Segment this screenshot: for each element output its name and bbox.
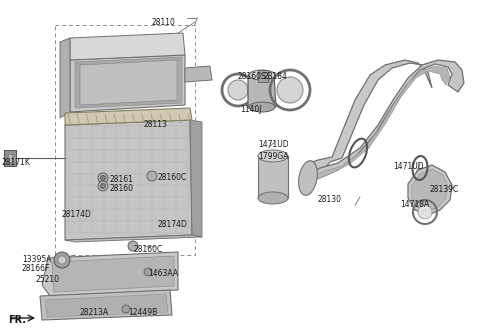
Polygon shape — [65, 120, 192, 240]
Polygon shape — [258, 156, 288, 198]
Text: 28184: 28184 — [264, 72, 288, 81]
Polygon shape — [60, 38, 70, 118]
Polygon shape — [4, 150, 16, 166]
Polygon shape — [70, 55, 185, 112]
Text: 28160S: 28160S — [238, 72, 267, 81]
Polygon shape — [310, 66, 450, 179]
Text: 28171K: 28171K — [2, 158, 31, 167]
Circle shape — [418, 205, 432, 219]
Text: FR.: FR. — [8, 315, 26, 325]
Circle shape — [98, 181, 108, 191]
Polygon shape — [70, 33, 185, 60]
Polygon shape — [412, 169, 448, 212]
Polygon shape — [45, 294, 168, 317]
Circle shape — [100, 175, 106, 180]
Ellipse shape — [258, 150, 288, 162]
Polygon shape — [40, 290, 172, 320]
Text: 28139C: 28139C — [430, 185, 459, 194]
Text: 12449B: 12449B — [128, 308, 157, 317]
Circle shape — [122, 305, 130, 313]
Circle shape — [147, 171, 157, 181]
Polygon shape — [42, 252, 178, 296]
Text: 28130: 28130 — [318, 195, 342, 204]
Polygon shape — [248, 75, 276, 108]
Circle shape — [54, 252, 70, 268]
Text: 28160C: 28160C — [158, 173, 187, 182]
Text: 1140J: 1140J — [240, 105, 262, 114]
Circle shape — [228, 80, 248, 100]
Text: 28110: 28110 — [152, 18, 176, 27]
Circle shape — [128, 241, 138, 251]
Polygon shape — [305, 60, 432, 172]
Text: 28161: 28161 — [110, 175, 134, 184]
Polygon shape — [305, 60, 464, 182]
Polygon shape — [8, 154, 12, 162]
Polygon shape — [65, 108, 192, 125]
Ellipse shape — [249, 102, 275, 112]
Polygon shape — [80, 60, 177, 105]
Text: 1471UD: 1471UD — [258, 140, 288, 149]
Circle shape — [144, 268, 152, 276]
Text: 1799GA: 1799GA — [258, 152, 288, 161]
Polygon shape — [65, 235, 202, 242]
Polygon shape — [258, 70, 268, 82]
Text: 28213A: 28213A — [80, 308, 109, 317]
Text: 1463AA: 1463AA — [148, 269, 178, 278]
Text: 14718A: 14718A — [400, 200, 429, 209]
Text: 28160: 28160 — [110, 184, 134, 193]
Text: 28166F: 28166F — [22, 264, 50, 273]
Circle shape — [58, 256, 66, 264]
Ellipse shape — [249, 70, 275, 80]
Polygon shape — [408, 165, 452, 215]
Polygon shape — [52, 256, 174, 292]
Polygon shape — [75, 57, 182, 108]
Text: 28113: 28113 — [143, 120, 167, 129]
Circle shape — [98, 173, 108, 183]
Ellipse shape — [258, 192, 288, 204]
Circle shape — [100, 183, 106, 189]
Polygon shape — [190, 120, 202, 237]
Text: 28174D: 28174D — [158, 220, 188, 229]
Circle shape — [277, 77, 303, 103]
Text: 28160C: 28160C — [133, 245, 162, 254]
Text: 13395A: 13395A — [22, 255, 51, 264]
Text: 25210: 25210 — [36, 275, 60, 284]
Text: 28174D: 28174D — [62, 210, 92, 219]
Polygon shape — [185, 66, 212, 82]
Text: 1471UD: 1471UD — [393, 162, 424, 171]
Ellipse shape — [299, 161, 317, 195]
